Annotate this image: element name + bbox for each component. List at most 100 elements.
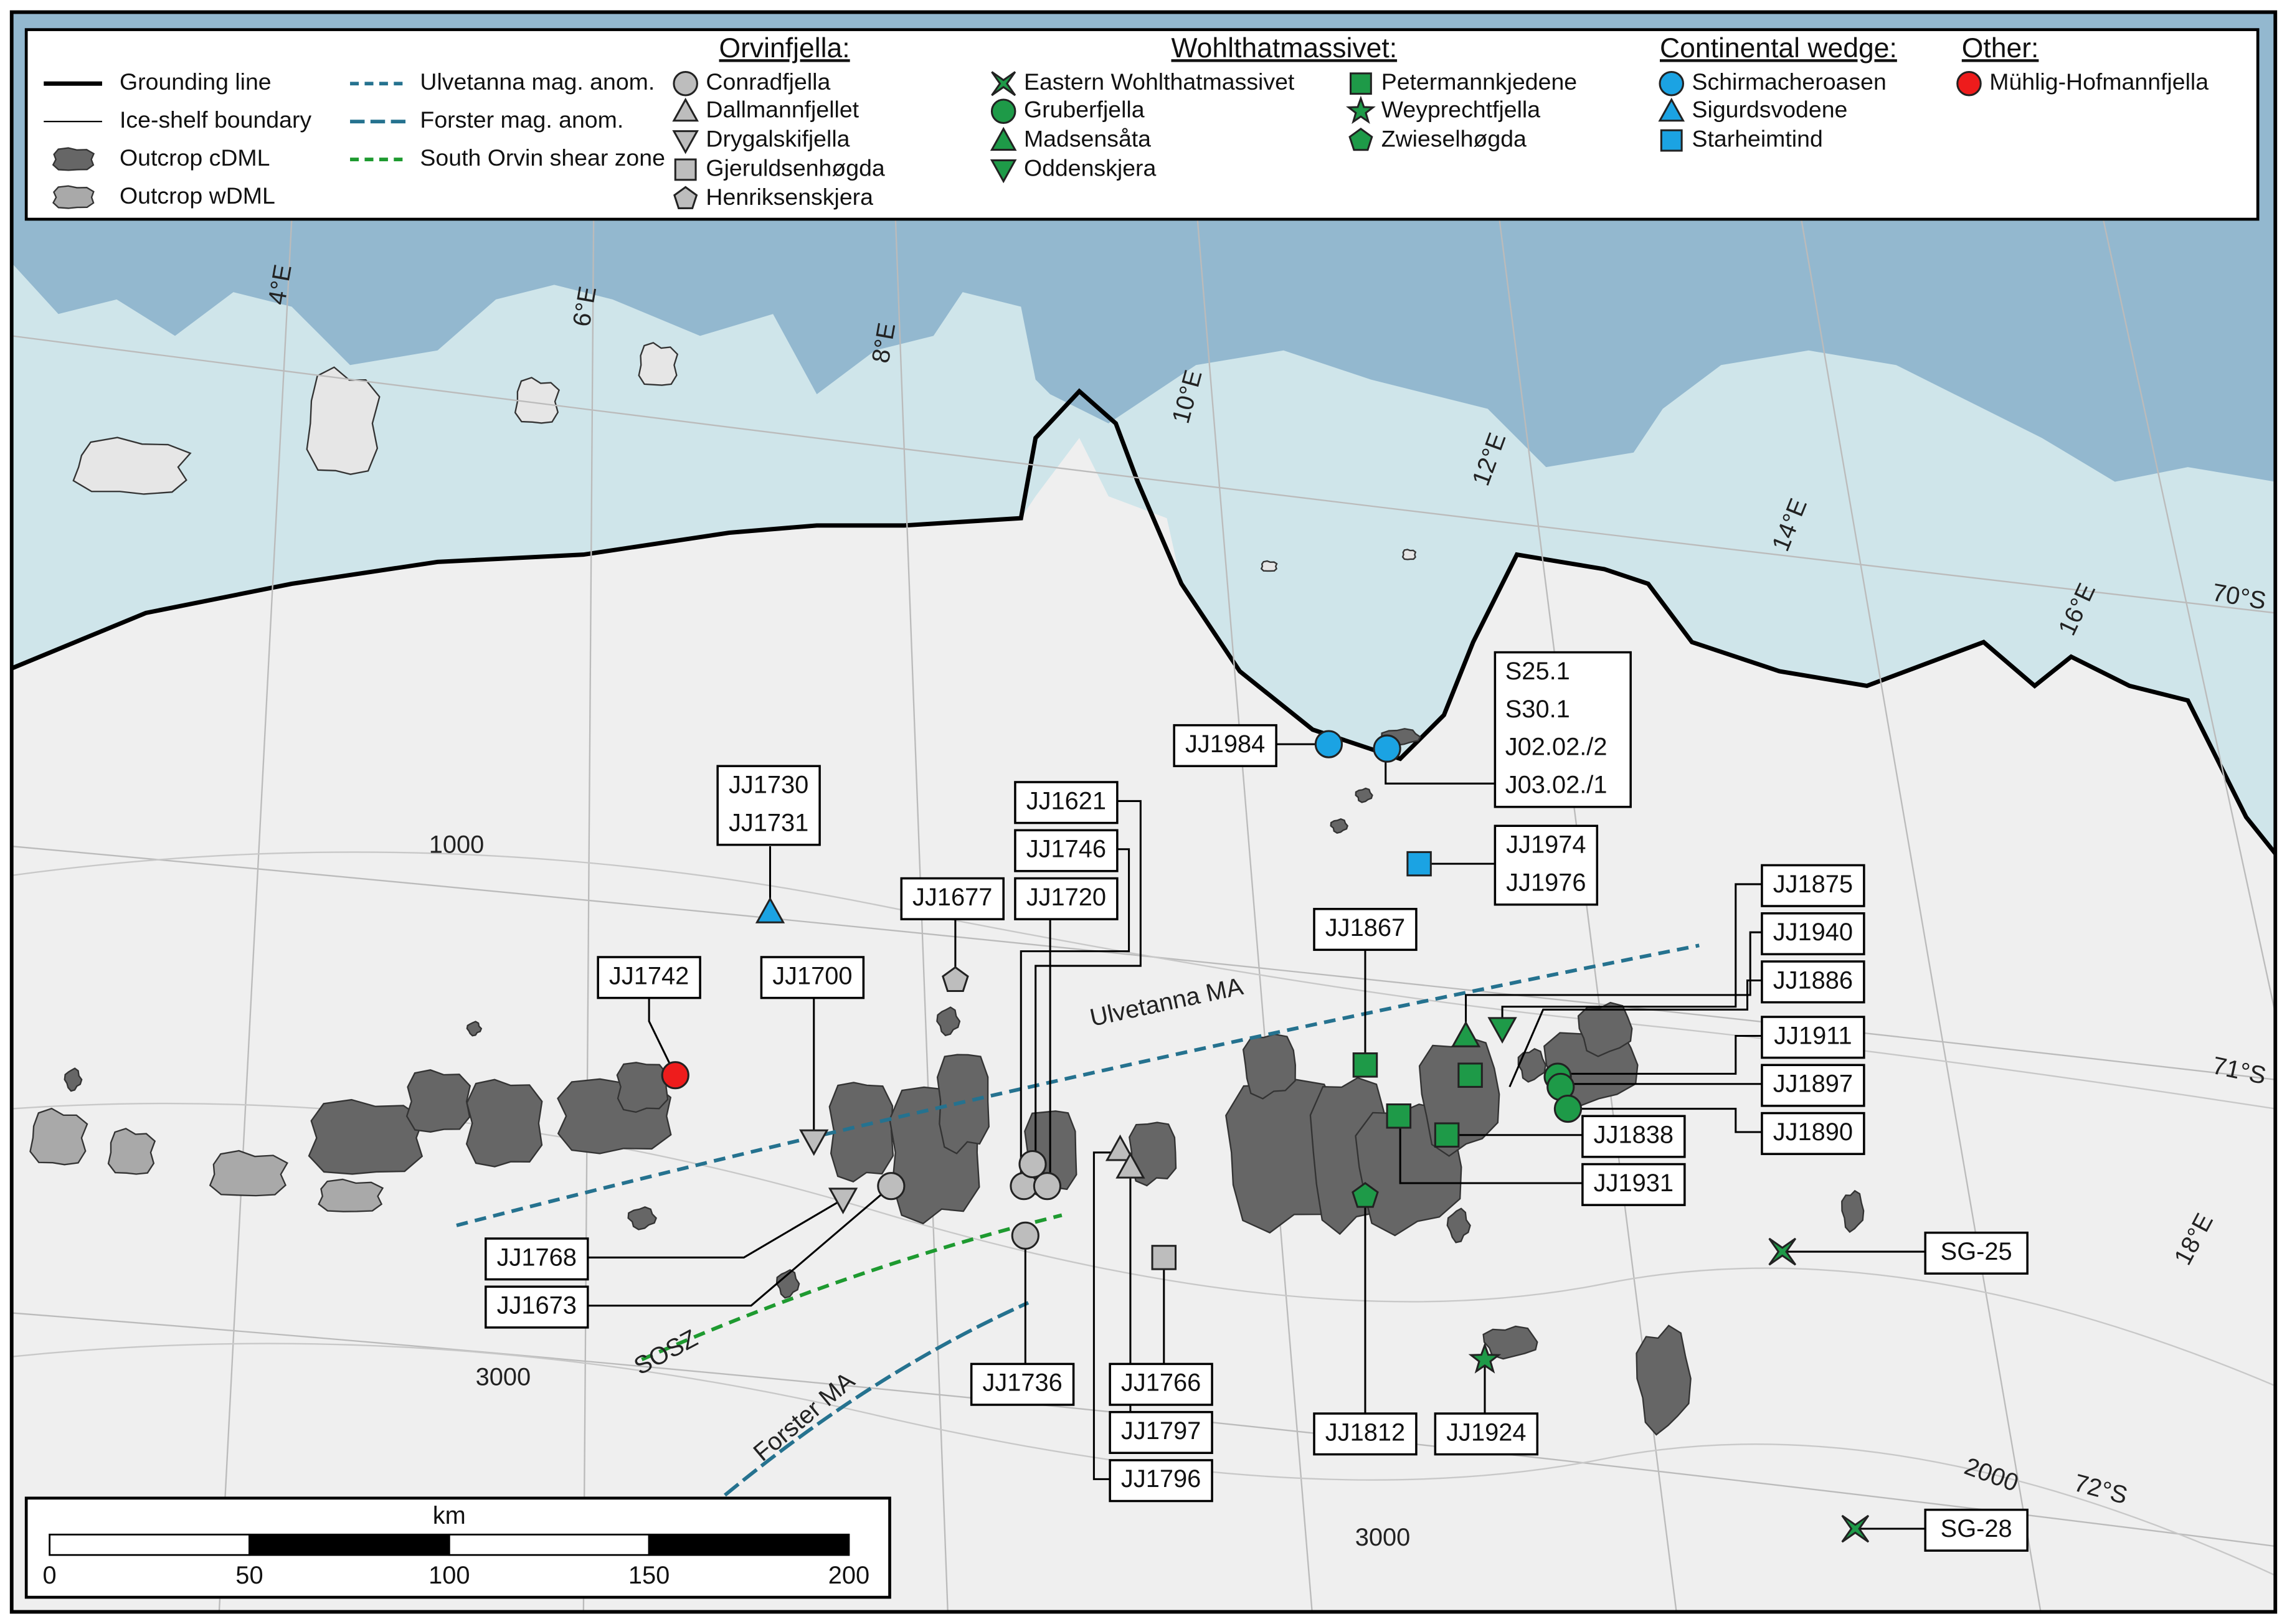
sample-label: JJ1924 bbox=[1446, 1419, 1526, 1446]
island bbox=[638, 342, 679, 386]
sample-box bbox=[597, 956, 701, 999]
leader-line bbox=[1508, 979, 1762, 1088]
sample-label: JJ1673 bbox=[497, 1292, 577, 1320]
leader-line bbox=[1568, 1108, 1762, 1133]
sample-marker bbox=[799, 1129, 829, 1156]
outcrop-wdml bbox=[209, 1150, 288, 1197]
scale-segment bbox=[49, 1533, 250, 1556]
sample-label: JJ1700 bbox=[772, 962, 852, 989]
outcrop-cdml bbox=[405, 1069, 471, 1133]
sample-marker bbox=[1457, 1062, 1483, 1088]
sample-label: JJ1746 bbox=[1026, 836, 1106, 863]
legend-label: Petermannkjedene bbox=[1381, 68, 1577, 95]
sample-marker bbox=[1352, 1052, 1378, 1078]
sample-label: S25.1 bbox=[1505, 658, 1570, 685]
ice-shelf bbox=[11, 219, 2276, 854]
scale-segment bbox=[648, 1533, 850, 1556]
legend-symbol bbox=[52, 147, 95, 171]
scale-segment bbox=[249, 1533, 450, 1556]
sample-marker bbox=[1314, 730, 1343, 758]
scale-segment bbox=[448, 1533, 650, 1556]
sample-label: JJ1974 bbox=[1506, 831, 1586, 859]
sample-marker bbox=[1768, 1237, 1797, 1266]
legend-label: Starheimtind bbox=[1692, 125, 1823, 151]
outcrop-cdml bbox=[1482, 1325, 1538, 1360]
leader-line bbox=[1020, 848, 1130, 1186]
legend-label: Gruberfjella bbox=[1024, 97, 1145, 123]
legend: Grounding line Ice-shelf boundary Outcrop … bbox=[24, 28, 2260, 221]
sample-box bbox=[1494, 651, 1632, 808]
outcrop-cdml bbox=[1330, 818, 1348, 834]
legend-symbol bbox=[1660, 129, 1683, 152]
sample-marker bbox=[1406, 851, 1432, 877]
sample-marker bbox=[1553, 1094, 1583, 1123]
legend-group-title: Wohlthatmassivet: bbox=[1171, 33, 1397, 64]
meridian bbox=[582, 219, 595, 1612]
sample-label: JJ1867 bbox=[1325, 914, 1405, 942]
sample-marker bbox=[1352, 1182, 1379, 1208]
outcrop-cdml bbox=[936, 1054, 990, 1154]
island bbox=[1401, 549, 1417, 560]
outcrop-cdml bbox=[308, 1098, 425, 1175]
legend-group-title: Other: bbox=[1962, 33, 2039, 64]
leader-line bbox=[587, 1198, 844, 1258]
sample-box bbox=[485, 1237, 589, 1281]
sample-marker bbox=[1151, 1245, 1177, 1270]
longitude-label: 4°E bbox=[263, 262, 297, 306]
leader-line bbox=[648, 994, 676, 1076]
sample-box bbox=[1924, 1508, 2029, 1552]
outcrop-cdml bbox=[828, 1082, 894, 1183]
outcrop-cdml bbox=[466, 1021, 483, 1037]
sample-box bbox=[1014, 877, 1119, 920]
outcrop-wdml bbox=[107, 1128, 156, 1175]
sample-box bbox=[760, 956, 865, 999]
island bbox=[514, 377, 560, 424]
sample-box bbox=[1109, 1459, 1213, 1503]
sample-label: JJ1812 bbox=[1325, 1419, 1405, 1446]
sample-label: JJ1736 bbox=[982, 1369, 1062, 1397]
leader-line bbox=[1399, 1116, 1583, 1184]
outcrop-cdml bbox=[1841, 1189, 1865, 1234]
sample-box bbox=[1761, 960, 1865, 1004]
legend-label: Ice-shelf boundary bbox=[120, 106, 311, 133]
legend-label: Gjeruldsenhøgda bbox=[706, 154, 884, 181]
contour-label: 3000 bbox=[1355, 1524, 1411, 1551]
legend-label: Ulvetanna mag. anom. bbox=[420, 68, 655, 95]
sample-label: JJ1890 bbox=[1773, 1118, 1853, 1146]
sample-box bbox=[1761, 1064, 1865, 1107]
sample-box bbox=[1109, 1410, 1213, 1454]
sample-label: JJ1720 bbox=[1026, 884, 1106, 911]
legend-box bbox=[24, 28, 2260, 221]
legend-symbol bbox=[672, 97, 699, 122]
sample-box bbox=[716, 765, 821, 846]
sample-marker bbox=[755, 897, 785, 923]
legend-symbol bbox=[1346, 95, 1376, 125]
map-frame bbox=[9, 10, 2278, 1614]
legend-label: Henriksenskjera bbox=[706, 184, 873, 210]
grounding-line bbox=[11, 388, 2276, 855]
sample-label: JJ1730 bbox=[729, 772, 808, 799]
contour-label: 3000 bbox=[476, 1363, 531, 1390]
meridian bbox=[218, 219, 293, 1612]
sample-marker bbox=[1386, 1103, 1412, 1129]
leader-line bbox=[1092, 1151, 1120, 1480]
sample-marker bbox=[661, 1061, 689, 1090]
scale-tick-label: 50 bbox=[235, 1562, 263, 1589]
scale-tick-label: 0 bbox=[43, 1562, 57, 1589]
outcrop-cdml bbox=[1577, 1001, 1633, 1057]
meridian bbox=[1196, 219, 1313, 1612]
legend-label: Oddenskjera bbox=[1024, 154, 1157, 181]
sample-box bbox=[1924, 1231, 2029, 1275]
outcrop-cdml bbox=[627, 1206, 657, 1230]
legend-label: Conradfjella bbox=[706, 68, 830, 95]
legend-label: Eastern Wohlthatmassivet bbox=[1024, 68, 1295, 95]
sample-label: JJ1940 bbox=[1773, 918, 1853, 946]
sample-box bbox=[485, 1285, 589, 1329]
legend-label: South Orvin shear zone bbox=[420, 144, 665, 171]
legend-symbol bbox=[1348, 127, 1373, 151]
outcrop-wdml bbox=[318, 1178, 384, 1212]
scale-tick-label: 200 bbox=[828, 1562, 869, 1589]
scale-bar: km 0 50 100 150 200 bbox=[24, 1496, 891, 1599]
legend-symbol bbox=[990, 159, 1017, 184]
